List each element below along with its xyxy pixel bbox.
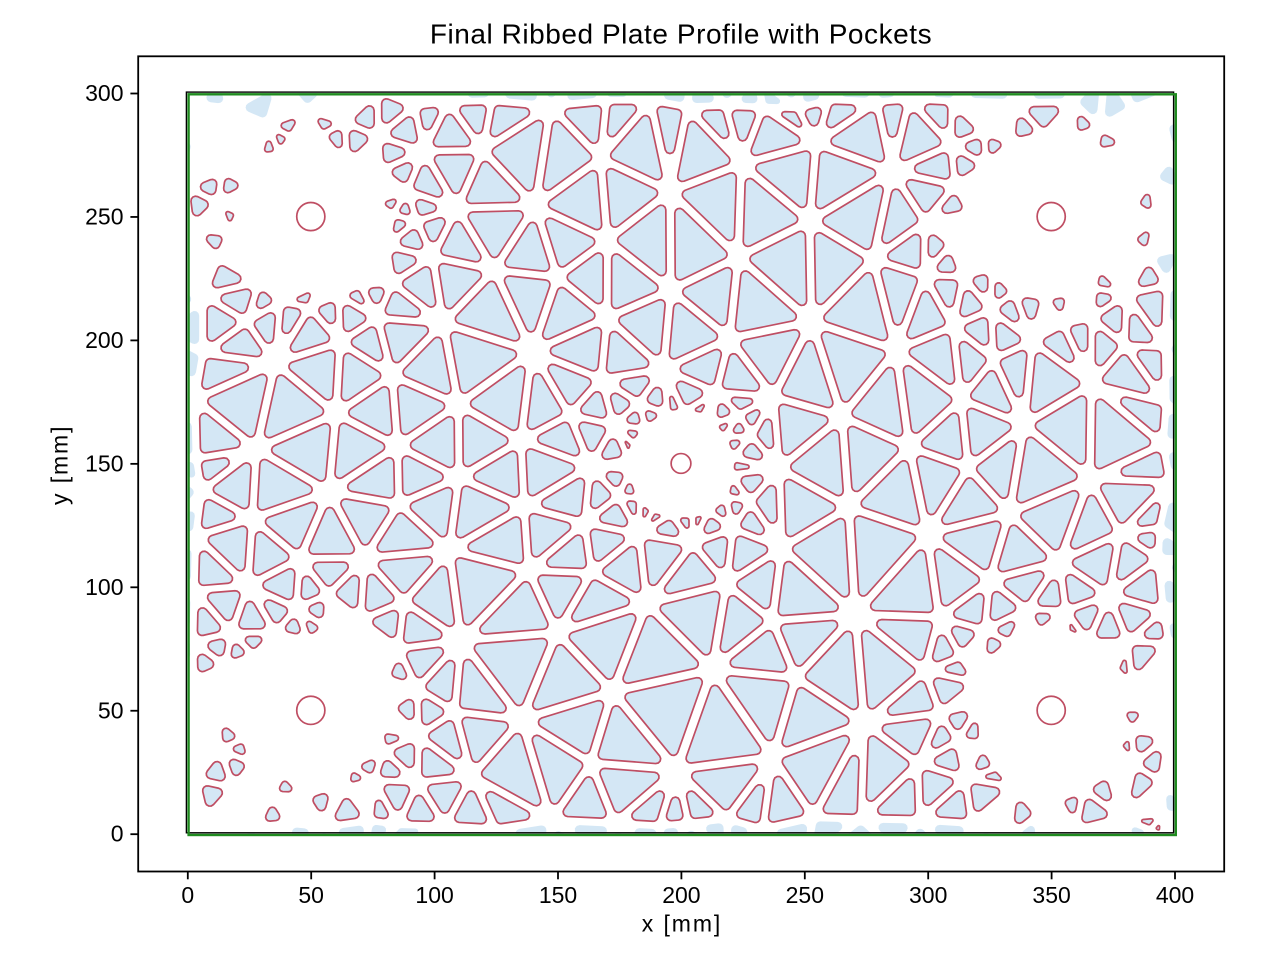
svg-text:400: 400 — [1156, 882, 1194, 908]
svg-text:100: 100 — [415, 882, 453, 908]
svg-text:100: 100 — [85, 574, 123, 600]
svg-text:250: 250 — [85, 203, 123, 229]
svg-text:Final Ribbed Plate Profile wit: Final Ribbed Plate Profile with Pockets — [430, 19, 932, 50]
svg-text:50: 50 — [98, 697, 124, 723]
svg-text:250: 250 — [786, 882, 824, 908]
svg-text:150: 150 — [539, 882, 577, 908]
svg-text:200: 200 — [662, 882, 700, 908]
svg-text:350: 350 — [1032, 882, 1070, 908]
svg-text:150: 150 — [85, 450, 123, 476]
svg-text:x [mm]: x [mm] — [642, 911, 722, 937]
svg-text:50: 50 — [298, 882, 324, 908]
svg-text:300: 300 — [909, 882, 947, 908]
svg-text:0: 0 — [111, 821, 124, 847]
svg-text:200: 200 — [85, 327, 123, 353]
svg-text:0: 0 — [181, 882, 194, 908]
svg-text:y [mm]: y [mm] — [47, 425, 73, 505]
svg-text:300: 300 — [85, 80, 123, 106]
